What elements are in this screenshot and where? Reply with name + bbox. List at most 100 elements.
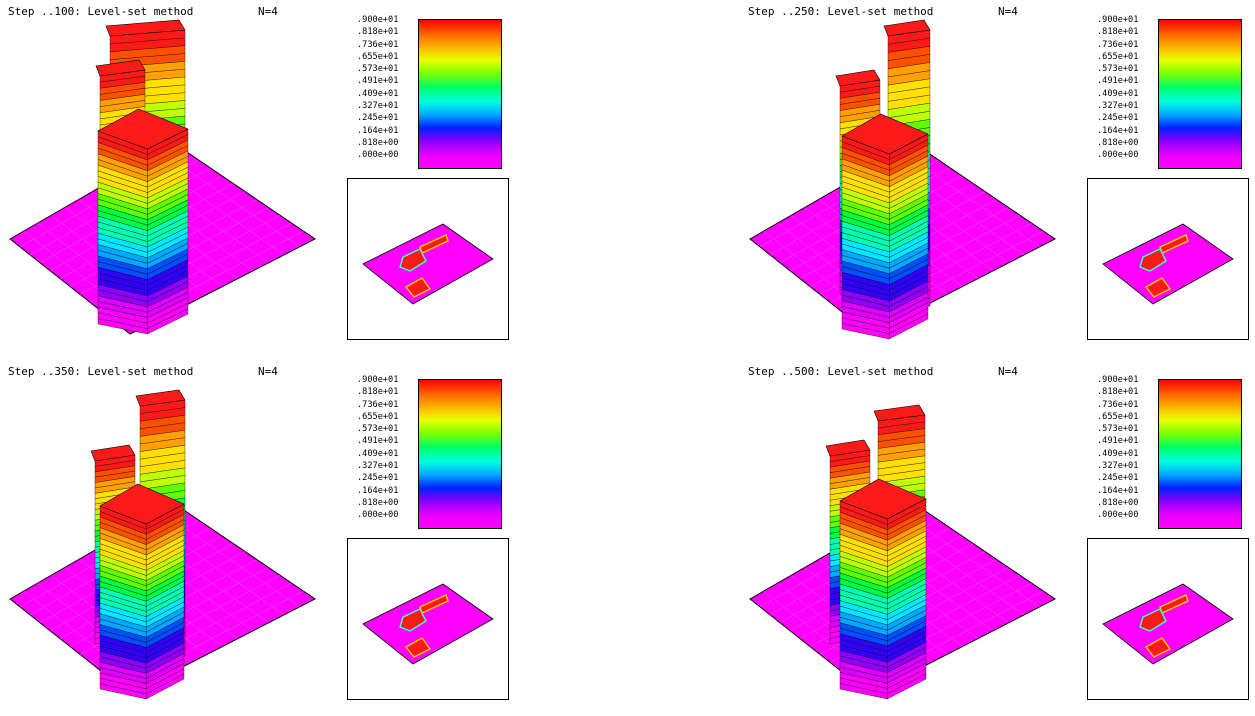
colorbar-ticks: .900e+01 .818e+01 .736e+01 .655e+01 .573… (1097, 374, 1157, 522)
panel-title: Step ..500: Level-set method (748, 365, 934, 378)
colorbar-tick: .491e+01 (357, 76, 399, 87)
colorbar-tick: .409e+01 (357, 88, 399, 99)
tower-top (825, 439, 871, 457)
colorbar-tick: .736e+01 (1097, 39, 1139, 50)
colorbar-ticks: .900e+01 .818e+01 .736e+01 .655e+01 .573… (1097, 14, 1157, 162)
inset-frame (347, 178, 509, 340)
inset-frame (1087, 178, 1249, 340)
colorbar-tick: .327e+01 (357, 101, 399, 112)
colorbar-ticks: .900e+01 .818e+01 .736e+01 .655e+01 .573… (357, 14, 417, 162)
panel-n-value: N=4 (998, 365, 1018, 378)
inset-plane (362, 223, 494, 305)
colorbar-tick: .655e+01 (357, 51, 399, 62)
colorbar-tick: .573e+01 (1097, 64, 1139, 75)
colorbar-tick: .900e+01 (357, 15, 399, 25)
tower-top (90, 444, 136, 462)
inset-plot (362, 223, 494, 305)
surface-plot (749, 19, 1056, 340)
colorbar-tick: .327e+01 (1097, 461, 1139, 472)
colorbar-tick: .000e+00 (1097, 150, 1139, 161)
colorbar-tick: .655e+01 (1097, 411, 1139, 422)
inset-shape (399, 248, 427, 272)
colorbar-tick: .409e+01 (1097, 448, 1139, 459)
colorbar-tick: .245e+01 (357, 113, 399, 124)
colorbar-tick: .573e+01 (357, 424, 399, 435)
colorbar-tick: .491e+01 (1097, 436, 1139, 447)
inset-shape (1144, 277, 1172, 298)
colorbar (418, 19, 502, 169)
colorbar-tick: .327e+01 (357, 461, 399, 472)
colorbar-tick: .000e+00 (357, 510, 399, 521)
colorbar-tick: .655e+01 (1097, 51, 1139, 62)
inset-shape (399, 608, 427, 632)
colorbar-tick: .164e+01 (357, 125, 399, 136)
inset-shape (404, 637, 432, 658)
colorbar-tick: .164e+01 (1097, 125, 1139, 136)
colorbar (418, 379, 502, 529)
colorbar-tick: .491e+01 (357, 436, 399, 447)
colorbar-tick: .655e+01 (357, 411, 399, 422)
surface-plot (749, 404, 1056, 700)
panel-title: Step ..100: Level-set method (8, 5, 194, 18)
colorbar-tick: .736e+01 (357, 399, 399, 410)
colorbar (1158, 19, 1242, 169)
panel-step-350: Step ..350: Level-set method N=4 .900e+0… (0, 360, 512, 716)
panel-step-500: Step ..500: Level-set method N=4 .900e+0… (740, 360, 1252, 716)
surface-plot (9, 389, 316, 700)
inset-plane (1102, 583, 1234, 665)
inset-frame (1087, 538, 1249, 700)
inset-shape (404, 277, 432, 298)
colorbar-tick: .573e+01 (357, 64, 399, 75)
tower-top (841, 113, 929, 155)
colorbar-tick: .164e+01 (1097, 485, 1139, 496)
panel-step-100: Step ..100: Level-set method N=4 .900e+0… (0, 0, 512, 356)
inset-shape (1144, 637, 1172, 658)
colorbar-tick: .818e+01 (357, 27, 399, 38)
inset-shape (1139, 608, 1167, 632)
colorbar-tick: .818e+01 (1097, 387, 1139, 398)
tower-top (135, 389, 186, 407)
colorbar-tick: .491e+01 (1097, 76, 1139, 87)
panel-n-value: N=4 (998, 5, 1018, 18)
inset-frame (347, 538, 509, 700)
panel-n-value: N=4 (258, 365, 278, 378)
colorbar (1158, 379, 1242, 529)
colorbar-tick: .327e+01 (1097, 101, 1139, 112)
panel-title: Step ..250: Level-set method (748, 5, 934, 18)
colorbar-tick: .409e+01 (1097, 88, 1139, 99)
panel-n-value: N=4 (258, 5, 278, 18)
inset-plot (1102, 583, 1234, 665)
tower-top (873, 404, 926, 422)
colorbar-tick: .818e+00 (1097, 137, 1139, 148)
colorbar-tick: .245e+01 (1097, 113, 1139, 124)
colorbar-tick: .818e+00 (357, 497, 399, 508)
colorbar-tick: .000e+00 (357, 150, 399, 161)
panel-step-250: Step ..250: Level-set method N=4 .900e+0… (740, 0, 1252, 356)
tower-top (97, 108, 189, 150)
inset-plot (362, 583, 494, 665)
colorbar-tick: .900e+01 (357, 375, 399, 385)
colorbar-tick: .573e+01 (1097, 424, 1139, 435)
surface-plot (9, 19, 316, 335)
colorbar-tick: .818e+00 (357, 137, 399, 148)
colorbar-tick: .900e+01 (1097, 375, 1139, 385)
inset-plane (362, 583, 494, 665)
colorbar-tick: .818e+00 (1097, 497, 1139, 508)
colorbar-tick: .245e+01 (1097, 473, 1139, 484)
inset-plane (1102, 223, 1234, 305)
colorbar-tick: .164e+01 (357, 485, 399, 496)
colorbar-tick: .409e+01 (357, 448, 399, 459)
tower-top (839, 478, 927, 520)
colorbar-tick: .736e+01 (1097, 399, 1139, 410)
colorbar-tick: .900e+01 (1097, 15, 1139, 25)
tower-top (835, 69, 881, 87)
colorbar-tick: .245e+01 (357, 473, 399, 484)
tower-top (95, 59, 146, 77)
tower-top (99, 483, 185, 525)
colorbar-tick: .818e+01 (1097, 27, 1139, 38)
colorbar-ticks: .900e+01 .818e+01 .736e+01 .655e+01 .573… (357, 374, 417, 522)
colorbar-tick: .818e+01 (357, 387, 399, 398)
colorbar-tick: .736e+01 (357, 39, 399, 50)
tower-top (883, 19, 931, 37)
inset-plot (1102, 223, 1234, 305)
